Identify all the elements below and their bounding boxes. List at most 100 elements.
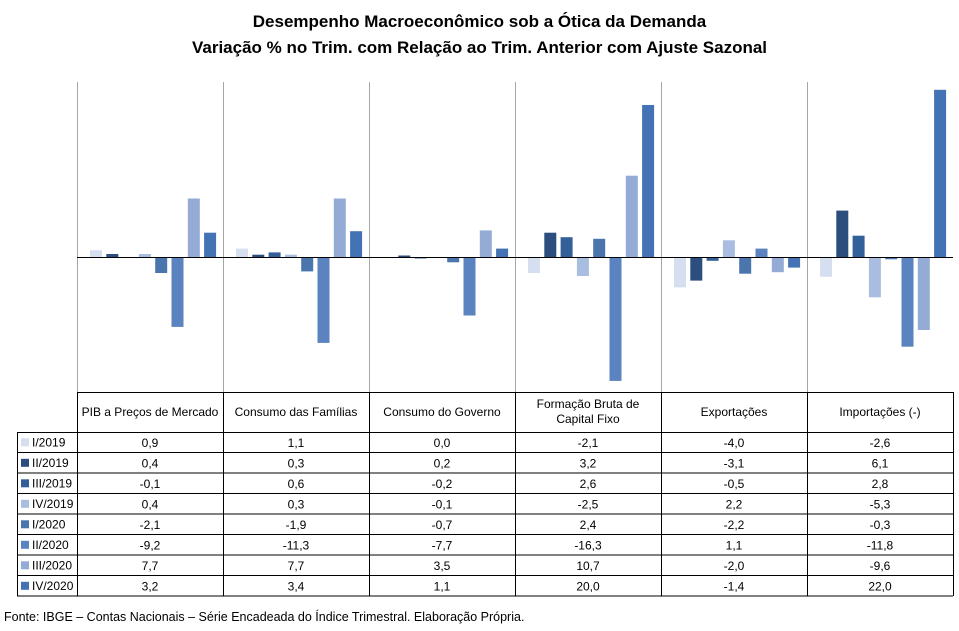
bar [236, 248, 248, 257]
bar [934, 89, 947, 257]
data-value: 1,1 [288, 436, 305, 450]
series-label: II/2019 [32, 456, 69, 470]
data-value: -0,5 [724, 477, 745, 491]
data-value: 0,2 [434, 456, 451, 470]
bar [284, 254, 297, 257]
bar [479, 230, 492, 257]
data-value: 0,9 [142, 436, 159, 450]
series-label: II/2020 [32, 538, 69, 552]
source-note: Fonte: IBGE – Contas Nacionais – Série E… [4, 610, 525, 624]
bar [350, 231, 363, 257]
legend-key [21, 479, 29, 488]
bar [901, 257, 914, 347]
bar [187, 198, 200, 257]
chart-title: Desempenho Macroeconômico sob a Ótica da… [252, 12, 707, 31]
legend-key [21, 438, 29, 447]
data-value: -11,8 [867, 538, 894, 552]
data-value: -2,6 [870, 436, 891, 450]
bar [755, 248, 768, 257]
legend-key [21, 540, 29, 549]
chart-subtitle: Variação % no Trim. com Relação ao Trim.… [191, 38, 768, 57]
series-label: I/2019 [32, 435, 66, 449]
bar [576, 257, 589, 276]
data-value: 10,7 [576, 559, 600, 573]
bar [171, 257, 184, 327]
bar [268, 252, 281, 257]
bar [528, 257, 540, 273]
bar [625, 175, 638, 257]
bar [722, 240, 735, 257]
bar [204, 232, 217, 257]
data-value: -11,3 [283, 538, 310, 552]
data-value: 6,1 [872, 456, 889, 470]
bar [885, 257, 898, 260]
data-value: 3,5 [434, 559, 451, 573]
data-value: -2,0 [724, 559, 745, 573]
category-label: Formação Bruta de Capital Fixo [537, 397, 640, 426]
data-value: 2,4 [580, 518, 597, 532]
category-label: Consumo do Governo [383, 405, 501, 419]
bar [90, 250, 102, 257]
bar [560, 237, 573, 257]
legend-key [21, 458, 29, 467]
data-value: -7,7 [432, 538, 453, 552]
series-label: III/2020 [32, 558, 72, 572]
data-value: -0,1 [432, 497, 453, 511]
bar [609, 257, 622, 381]
data-value: 0,0 [434, 436, 451, 450]
data-value: -2,5 [578, 497, 599, 511]
data-value: -1,4 [724, 579, 745, 593]
data-value: -1,9 [286, 518, 307, 532]
data-value: 0,3 [288, 456, 305, 470]
data-value: -5,3 [870, 497, 891, 511]
data-value: -9,2 [140, 538, 161, 552]
bar [252, 254, 265, 257]
bar [674, 257, 686, 288]
bar [155, 257, 168, 273]
data-value: -16,3 [574, 538, 602, 552]
data-value: 0,4 [142, 497, 159, 511]
data-value: 7,7 [288, 559, 305, 573]
bar [771, 257, 784, 273]
data-value: 20,0 [576, 579, 600, 593]
category-label: Exportações [701, 405, 768, 419]
legend-key [21, 561, 29, 570]
data-value: -2,1 [140, 518, 161, 532]
bar [593, 238, 606, 257]
series-label: IV/2019 [32, 497, 74, 511]
bar [868, 257, 881, 298]
bar [106, 254, 119, 257]
legend-key [21, 499, 29, 508]
bar [496, 248, 509, 257]
bar [333, 198, 346, 257]
bar [788, 257, 801, 268]
data-value: -0,1 [140, 477, 161, 491]
bar [398, 255, 411, 257]
series-label: IV/2020 [32, 579, 74, 593]
bar [917, 257, 930, 330]
data-value: 3,2 [580, 456, 597, 470]
category-label: Importações (-) [839, 405, 920, 419]
bar [820, 257, 832, 277]
bar [138, 254, 151, 257]
data-value: -2,1 [578, 436, 599, 450]
bar [301, 257, 314, 272]
series-label: III/2019 [32, 476, 72, 490]
data-value: -0,3 [870, 518, 891, 532]
data-value: -0,2 [432, 477, 453, 491]
bar [447, 257, 460, 263]
data-value: 2,2 [726, 497, 743, 511]
bar [463, 257, 476, 316]
data-value: -9,6 [870, 559, 891, 573]
category-label: Consumo das Famílias [235, 405, 358, 419]
bar [852, 235, 865, 257]
bar [739, 257, 752, 274]
data-value: 7,7 [142, 559, 159, 573]
category-label: PIB a Preços de Mercado [82, 405, 219, 419]
bar [706, 257, 719, 261]
data-value: 0,6 [288, 477, 305, 491]
data-value: 2,8 [872, 477, 889, 491]
data-value: 3,4 [288, 579, 305, 593]
series-label: I/2020 [32, 517, 66, 531]
